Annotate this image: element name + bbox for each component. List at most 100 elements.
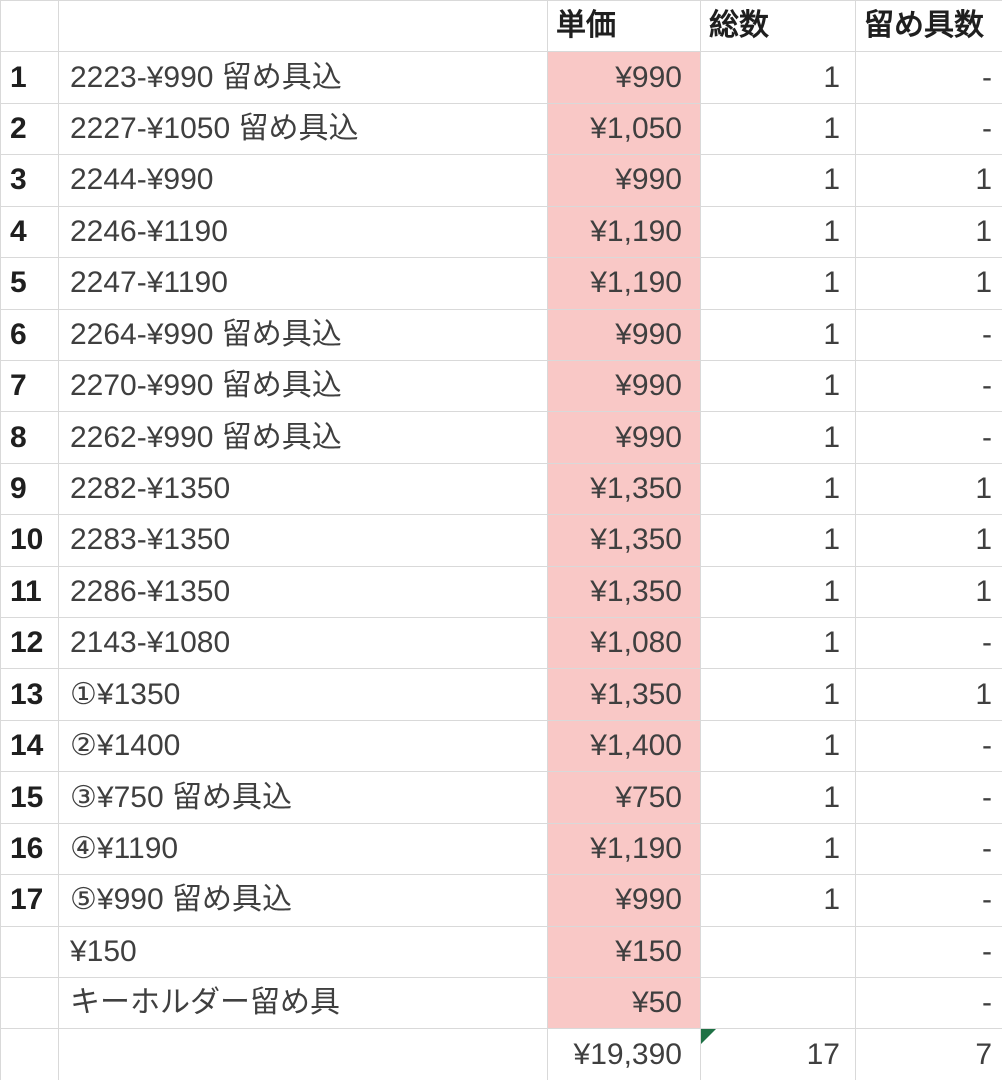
cell-unit-price[interactable]: ¥750 <box>548 772 701 824</box>
cell-item-description[interactable]: キーホルダー留め具 <box>59 978 548 1030</box>
cell-unit-price[interactable]: ¥990 <box>548 52 701 104</box>
total-cell-blank-b[interactable] <box>59 1029 548 1080</box>
cell-row-number[interactable]: 14 <box>1 720 59 773</box>
cell-item-description[interactable]: 2282-¥1350 <box>59 463 548 516</box>
total-cell-unit-price[interactable]: ¥19,390 <box>548 1029 701 1080</box>
cell-total-count[interactable]: 1 <box>701 360 856 413</box>
cell-row-number[interactable]: 10 <box>1 515 59 567</box>
header-cell-blank-a[interactable] <box>1 1 59 53</box>
cell-row-number[interactable]: 13 <box>1 669 59 721</box>
cell-total-count[interactable] <box>701 926 856 979</box>
cell-row-number[interactable]: 3 <box>1 155 59 207</box>
cell-clasp-count[interactable]: 1 <box>856 669 1002 721</box>
cell-total-count[interactable]: 1 <box>701 206 856 259</box>
header-cell-total-count[interactable]: 総数 <box>701 1 856 53</box>
header-cell-unit-price[interactable]: 単価 <box>548 1 701 53</box>
cell-unit-price[interactable]: ¥1,400 <box>548 720 701 773</box>
cell-clasp-count[interactable]: - <box>856 360 1002 413</box>
cell-row-number[interactable]: 1 <box>1 52 59 104</box>
cell-row-number[interactable]: 11 <box>1 566 59 619</box>
cell-unit-price[interactable]: ¥1,350 <box>548 566 701 619</box>
cell-total-count[interactable]: 1 <box>701 772 856 824</box>
cell-clasp-count[interactable]: 1 <box>856 258 1002 310</box>
cell-total-count[interactable]: 1 <box>701 875 856 927</box>
cell-unit-price[interactable]: ¥1,050 <box>548 103 701 156</box>
cell-unit-price[interactable]: ¥1,190 <box>548 823 701 876</box>
cell-total-count[interactable]: 1 <box>701 463 856 516</box>
cell-row-number[interactable]: 8 <box>1 412 59 464</box>
cell-row-number[interactable]: 6 <box>1 309 59 361</box>
header-cell-clasp-count[interactable]: 留め具数 <box>856 1 1002 53</box>
cell-unit-price[interactable]: ¥990 <box>548 360 701 413</box>
cell-total-count[interactable]: 1 <box>701 52 856 104</box>
cell-unit-price[interactable]: ¥990 <box>548 309 701 361</box>
cell-item-description[interactable]: 2244-¥990 <box>59 155 548 207</box>
cell-unit-price[interactable]: ¥1,080 <box>548 618 701 670</box>
cell-clasp-count[interactable]: 1 <box>856 463 1002 516</box>
cell-total-count[interactable]: 1 <box>701 103 856 156</box>
cell-clasp-count[interactable]: - <box>856 103 1002 156</box>
cell-clasp-count[interactable]: - <box>856 772 1002 824</box>
cell-item-description[interactable]: ⑤¥990 留め具込 <box>59 875 548 927</box>
cell-total-count[interactable] <box>701 978 856 1030</box>
cell-clasp-count[interactable]: 1 <box>856 155 1002 207</box>
cell-item-description[interactable]: 2264-¥990 留め具込 <box>59 309 548 361</box>
cell-item-description[interactable]: ①¥1350 <box>59 669 548 721</box>
cell-unit-price[interactable]: ¥1,190 <box>548 258 701 310</box>
cell-item-description[interactable]: 2247-¥1190 <box>59 258 548 310</box>
cell-item-description[interactable]: 2143-¥1080 <box>59 618 548 670</box>
cell-item-description[interactable]: ¥150 <box>59 926 548 979</box>
cell-clasp-count[interactable]: 1 <box>856 515 1002 567</box>
cell-unit-price[interactable]: ¥1,350 <box>548 463 701 516</box>
cell-clasp-count[interactable]: - <box>856 875 1002 927</box>
cell-clasp-count[interactable]: 1 <box>856 566 1002 619</box>
cell-total-count[interactable]: 1 <box>701 823 856 876</box>
cell-total-count[interactable]: 1 <box>701 618 856 670</box>
total-cell-blank-a[interactable] <box>1 1029 59 1080</box>
cell-item-description[interactable]: 2246-¥1190 <box>59 206 548 259</box>
cell-row-number[interactable]: 4 <box>1 206 59 259</box>
cell-total-count[interactable]: 1 <box>701 412 856 464</box>
cell-row-number[interactable]: 17 <box>1 875 59 927</box>
cell-clasp-count[interactable]: - <box>856 823 1002 876</box>
cell-unit-price[interactable]: ¥1,350 <box>548 669 701 721</box>
cell-clasp-count[interactable]: - <box>856 978 1002 1030</box>
cell-total-count[interactable]: 1 <box>701 258 856 310</box>
cell-item-description[interactable]: ②¥1400 <box>59 720 548 773</box>
header-cell-blank-b[interactable] <box>59 1 548 53</box>
cell-clasp-count[interactable]: - <box>856 52 1002 104</box>
cell-unit-price[interactable]: ¥1,190 <box>548 206 701 259</box>
cell-item-description[interactable]: 2262-¥990 留め具込 <box>59 412 548 464</box>
cell-total-count[interactable]: 1 <box>701 515 856 567</box>
total-cell-total-count[interactable]: 17 <box>701 1029 856 1080</box>
cell-unit-price[interactable]: ¥990 <box>548 155 701 207</box>
cell-clasp-count[interactable]: - <box>856 926 1002 979</box>
cell-unit-price[interactable]: ¥50 <box>548 978 701 1030</box>
cell-item-description[interactable]: 2223-¥990 留め具込 <box>59 52 548 104</box>
cell-row-number[interactable]: 15 <box>1 772 59 824</box>
cell-total-count[interactable]: 1 <box>701 155 856 207</box>
cell-clasp-count[interactable]: - <box>856 412 1002 464</box>
cell-total-count[interactable]: 1 <box>701 669 856 721</box>
cell-row-number[interactable]: 9 <box>1 463 59 516</box>
cell-item-description[interactable]: ④¥1190 <box>59 823 548 876</box>
cell-unit-price[interactable]: ¥150 <box>548 926 701 979</box>
cell-unit-price[interactable]: ¥990 <box>548 412 701 464</box>
cell-item-description[interactable]: ③¥750 留め具込 <box>59 772 548 824</box>
cell-row-number[interactable]: 16 <box>1 823 59 876</box>
cell-unit-price[interactable]: ¥990 <box>548 875 701 927</box>
cell-clasp-count[interactable]: - <box>856 618 1002 670</box>
cell-total-count[interactable]: 1 <box>701 566 856 619</box>
cell-clasp-count[interactable]: - <box>856 720 1002 773</box>
cell-clasp-count[interactable]: 1 <box>856 206 1002 259</box>
cell-item-description[interactable]: 2227-¥1050 留め具込 <box>59 103 548 156</box>
total-cell-clasp-count[interactable]: 7 <box>856 1029 1002 1080</box>
cell-row-number[interactable]: 7 <box>1 360 59 413</box>
cell-total-count[interactable]: 1 <box>701 720 856 773</box>
cell-item-description[interactable]: 2270-¥990 留め具込 <box>59 360 548 413</box>
cell-unit-price[interactable]: ¥1,350 <box>548 515 701 567</box>
cell-row-number[interactable] <box>1 926 59 979</box>
cell-item-description[interactable]: 2283-¥1350 <box>59 515 548 567</box>
cell-clasp-count[interactable]: - <box>856 309 1002 361</box>
cell-item-description[interactable]: 2286-¥1350 <box>59 566 548 619</box>
